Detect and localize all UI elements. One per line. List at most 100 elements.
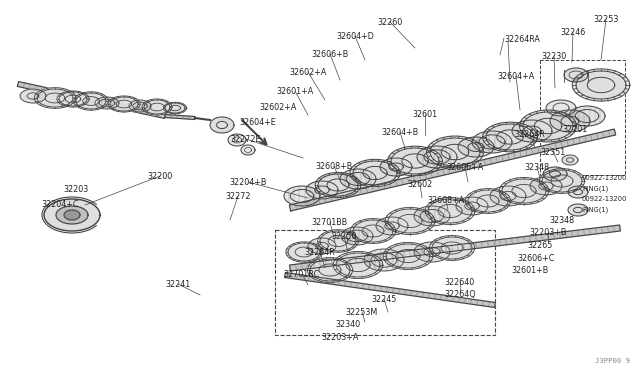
Text: 32606+B: 32606+B bbox=[312, 50, 349, 59]
Polygon shape bbox=[428, 199, 472, 223]
Polygon shape bbox=[228, 134, 246, 146]
Text: 32606+C: 32606+C bbox=[517, 254, 555, 263]
Polygon shape bbox=[391, 148, 439, 174]
Text: 32272E: 32272E bbox=[231, 135, 261, 144]
Text: 32203+B: 32203+B bbox=[529, 228, 566, 237]
Polygon shape bbox=[417, 146, 457, 168]
Text: 32602+A: 32602+A bbox=[259, 103, 297, 112]
Polygon shape bbox=[144, 100, 170, 114]
Polygon shape bbox=[56, 206, 88, 224]
Polygon shape bbox=[523, 112, 573, 140]
Polygon shape bbox=[210, 117, 234, 133]
Polygon shape bbox=[20, 89, 46, 103]
Text: 32351: 32351 bbox=[540, 148, 566, 157]
Polygon shape bbox=[490, 186, 526, 206]
Text: 32701BC: 32701BC bbox=[284, 270, 320, 279]
Polygon shape bbox=[414, 242, 450, 262]
Polygon shape bbox=[512, 120, 552, 142]
Polygon shape bbox=[386, 244, 430, 268]
Text: 32348: 32348 bbox=[524, 163, 550, 172]
Polygon shape bbox=[318, 174, 358, 196]
Polygon shape bbox=[376, 217, 408, 235]
Polygon shape bbox=[241, 145, 255, 155]
Polygon shape bbox=[57, 91, 89, 107]
Text: 32253: 32253 bbox=[593, 15, 619, 24]
Polygon shape bbox=[468, 190, 508, 212]
Polygon shape bbox=[17, 81, 166, 118]
Polygon shape bbox=[35, 88, 76, 108]
Text: 32348: 32348 bbox=[549, 216, 575, 225]
Polygon shape bbox=[64, 210, 80, 220]
Polygon shape bbox=[163, 102, 186, 114]
Polygon shape bbox=[465, 189, 511, 214]
Polygon shape bbox=[564, 68, 588, 82]
Polygon shape bbox=[550, 110, 590, 132]
Text: 32701: 32701 bbox=[563, 125, 588, 134]
Polygon shape bbox=[572, 69, 630, 101]
Text: 32241: 32241 bbox=[165, 280, 191, 289]
Text: 32701BB: 32701BB bbox=[312, 218, 348, 227]
Polygon shape bbox=[350, 159, 400, 187]
Polygon shape bbox=[543, 167, 567, 181]
Polygon shape bbox=[364, 249, 404, 271]
Text: 00922-13200: 00922-13200 bbox=[582, 175, 627, 181]
Bar bbox=[275, 230, 495, 335]
Polygon shape bbox=[44, 199, 100, 231]
Text: RING(1): RING(1) bbox=[582, 185, 608, 192]
Text: 32340: 32340 bbox=[335, 320, 360, 329]
Polygon shape bbox=[59, 92, 87, 106]
Polygon shape bbox=[316, 173, 361, 198]
Polygon shape bbox=[142, 99, 172, 115]
Text: 32272: 32272 bbox=[225, 192, 251, 201]
Polygon shape bbox=[353, 161, 397, 185]
Text: 32246: 32246 bbox=[561, 28, 586, 37]
Polygon shape bbox=[110, 97, 138, 111]
Text: 32264RA: 32264RA bbox=[504, 35, 540, 44]
Polygon shape bbox=[458, 137, 494, 157]
Polygon shape bbox=[165, 103, 185, 113]
Polygon shape bbox=[129, 100, 151, 112]
Text: 32250: 32250 bbox=[332, 232, 356, 241]
Text: 32601+B: 32601+B bbox=[511, 266, 548, 275]
Text: 32604+A: 32604+A bbox=[497, 72, 534, 81]
Text: 32203+A: 32203+A bbox=[321, 333, 358, 342]
Polygon shape bbox=[388, 146, 442, 176]
Polygon shape bbox=[320, 231, 356, 251]
Text: 32200: 32200 bbox=[147, 172, 173, 181]
Polygon shape bbox=[568, 204, 588, 216]
Polygon shape bbox=[37, 89, 73, 107]
Polygon shape bbox=[414, 206, 450, 226]
Text: 32608+B: 32608+B bbox=[316, 162, 353, 171]
Polygon shape bbox=[530, 177, 562, 195]
Text: 32601+A: 32601+A bbox=[276, 87, 314, 96]
Polygon shape bbox=[388, 209, 432, 233]
Text: 32245: 32245 bbox=[371, 295, 397, 304]
Polygon shape bbox=[341, 227, 373, 245]
Text: 32253M: 32253M bbox=[346, 308, 378, 317]
Polygon shape bbox=[307, 257, 353, 282]
Polygon shape bbox=[562, 155, 578, 165]
Polygon shape bbox=[165, 115, 195, 119]
Text: 32604+B: 32604+B bbox=[381, 128, 419, 137]
Polygon shape bbox=[351, 219, 396, 243]
Polygon shape bbox=[336, 253, 380, 277]
Text: 00922-13200: 00922-13200 bbox=[582, 196, 627, 202]
Text: J3PP00 9: J3PP00 9 bbox=[595, 358, 630, 364]
Polygon shape bbox=[74, 92, 108, 110]
Text: 32203: 32203 bbox=[63, 185, 88, 194]
Text: 322640: 322640 bbox=[445, 278, 475, 287]
Polygon shape bbox=[308, 238, 336, 254]
Polygon shape bbox=[353, 220, 393, 242]
Polygon shape bbox=[486, 124, 534, 150]
Polygon shape bbox=[289, 129, 616, 211]
Polygon shape bbox=[380, 158, 412, 176]
Polygon shape bbox=[383, 243, 433, 270]
Polygon shape bbox=[540, 169, 584, 193]
Polygon shape bbox=[285, 273, 495, 308]
Polygon shape bbox=[340, 169, 376, 189]
Polygon shape bbox=[95, 97, 119, 109]
Polygon shape bbox=[542, 170, 582, 192]
Text: 32604+D: 32604+D bbox=[336, 32, 374, 41]
Text: 32602: 32602 bbox=[408, 180, 433, 189]
Text: 32601: 32601 bbox=[412, 110, 438, 119]
